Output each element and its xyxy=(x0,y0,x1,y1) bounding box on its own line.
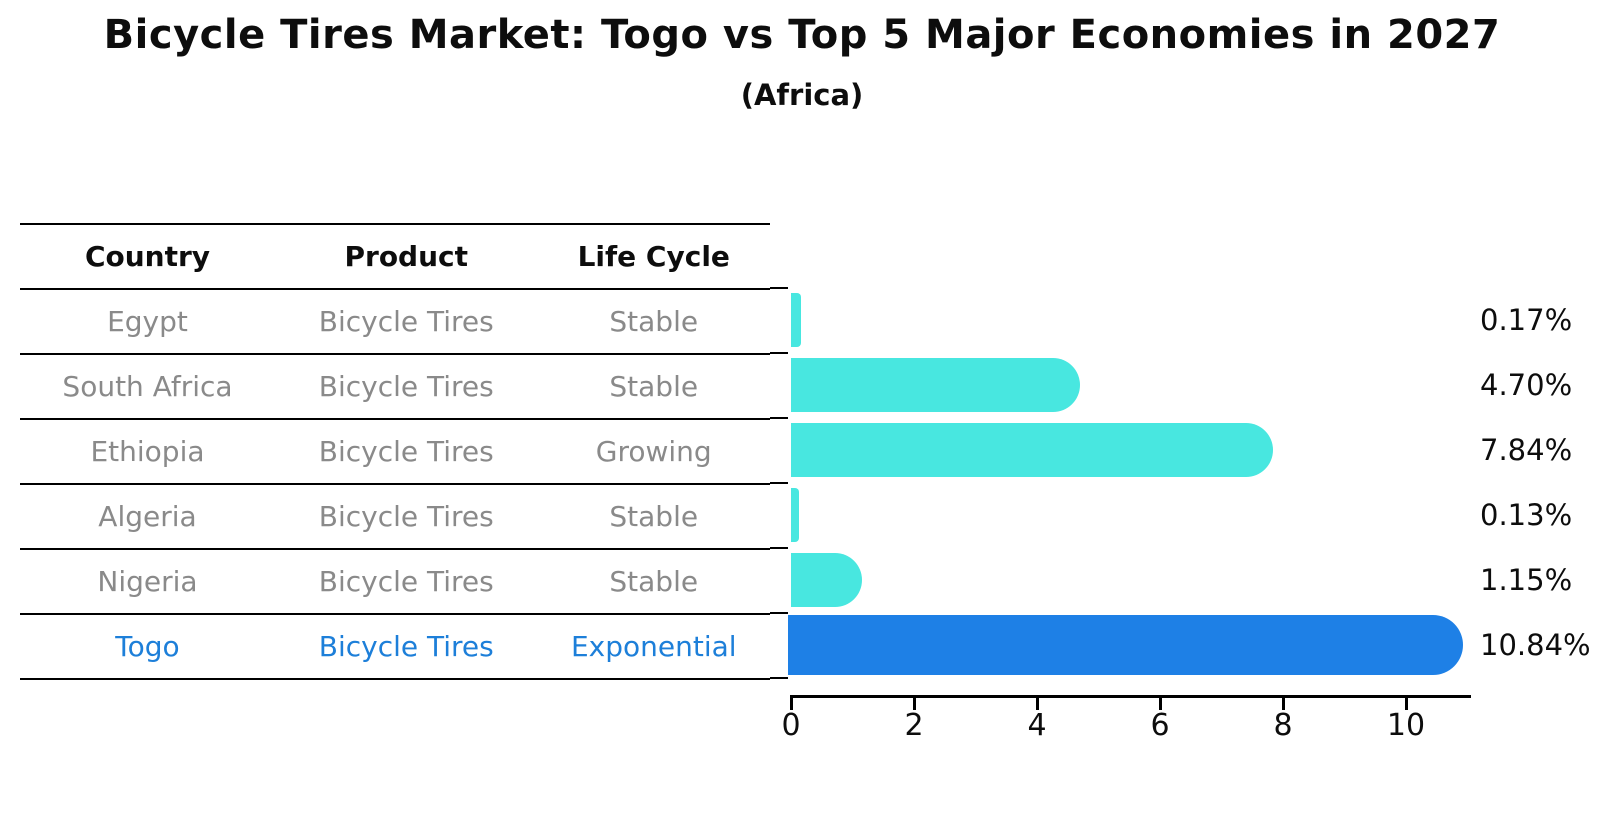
table-header-country: Country xyxy=(84,240,211,273)
cell-product: Bicycle Tires xyxy=(318,305,494,338)
x-axis-line xyxy=(790,695,1471,698)
y-axis-tick xyxy=(770,482,788,484)
bar xyxy=(791,488,799,542)
x-tick-label: 2 xyxy=(904,708,924,743)
x-tick-label: 0 xyxy=(781,708,801,743)
table-body: Egypt Bicycle Tires Stable South Africa Bicy… xyxy=(20,290,770,680)
cell-product: Bicycle Tires xyxy=(318,565,494,598)
bar xyxy=(791,553,862,607)
bar xyxy=(791,293,802,347)
x-axis-tick xyxy=(1282,698,1285,710)
value-label: 0.17% xyxy=(1480,303,1573,337)
chart-subtitle: (Africa) xyxy=(740,78,864,112)
cell-product: Bicycle Tires xyxy=(318,500,494,533)
cell-product: Bicycle Tires xyxy=(318,630,494,663)
x-axis-tick xyxy=(913,698,916,710)
cell-country: South Africa xyxy=(62,370,233,403)
value-label: 4.70% xyxy=(1480,368,1573,402)
table-header-product: Product xyxy=(344,240,469,273)
chart-title: Bicycle Tires Market: Togo vs Top 5 Majo… xyxy=(103,12,1501,58)
value-label: 7.84% xyxy=(1480,433,1573,467)
y-axis-tick xyxy=(770,352,788,354)
cell-life_cycle: Stable xyxy=(609,565,699,598)
x-axis-tick xyxy=(1405,698,1408,710)
comparison-table: Country Product Life Cycle Egypt Bicycle … xyxy=(20,223,770,680)
table-row: Togo Bicycle Tires Exponential xyxy=(20,615,770,680)
cell-country: Nigeria xyxy=(97,565,198,598)
cell-country: Algeria xyxy=(98,500,197,533)
value-label: 0.13% xyxy=(1480,498,1573,532)
cell-life_cycle: Exponential xyxy=(570,630,737,663)
x-tick-label: 4 xyxy=(1027,708,1047,743)
y-axis-tick xyxy=(770,417,788,419)
y-axis-tick xyxy=(770,547,788,549)
table-header-row: Country Product Life Cycle xyxy=(20,225,770,290)
cell-life_cycle: Growing xyxy=(595,435,712,468)
value-label: 10.84% xyxy=(1480,628,1591,662)
x-axis-tick xyxy=(1159,698,1162,710)
x-tick-label: 6 xyxy=(1150,708,1170,743)
x-tick-label: 8 xyxy=(1273,708,1293,743)
y-axis-tick xyxy=(770,287,788,289)
y-axis-tick xyxy=(770,612,788,614)
value-label: 1.15% xyxy=(1480,563,1573,597)
y-axis-tick xyxy=(770,677,788,679)
table-row: Egypt Bicycle Tires Stable xyxy=(20,290,770,355)
table-row: Algeria Bicycle Tires Stable xyxy=(20,485,770,550)
cell-life_cycle: Stable xyxy=(609,500,699,533)
table-row: Nigeria Bicycle Tires Stable xyxy=(20,550,770,615)
cell-country: Ethiopia xyxy=(90,435,205,468)
cell-life_cycle: Stable xyxy=(609,305,699,338)
table-row: South Africa Bicycle Tires Stable xyxy=(20,355,770,420)
x-axis-tick xyxy=(790,698,793,710)
x-axis-tick xyxy=(1036,698,1039,710)
bar xyxy=(791,423,1274,477)
cell-product: Bicycle Tires xyxy=(318,435,494,468)
cell-country: Egypt xyxy=(107,305,188,338)
bar xyxy=(791,358,1081,412)
bar-togo-highlight xyxy=(788,615,1463,675)
cell-product: Bicycle Tires xyxy=(318,370,494,403)
table-row: Ethiopia Bicycle Tires Growing xyxy=(20,420,770,485)
table-header-lifecycle: Life Cycle xyxy=(577,240,730,273)
cell-country: Togo xyxy=(115,630,180,663)
x-tick-label: 10 xyxy=(1386,708,1426,743)
cell-life_cycle: Stable xyxy=(609,370,699,403)
